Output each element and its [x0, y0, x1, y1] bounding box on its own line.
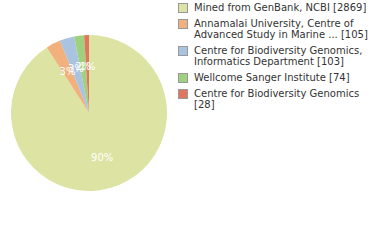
html-text:Centre for Biodiversity Genomi: Centre for Biodiversity Genomics [28]	[194, 88, 360, 110]
html-text:Centre for Biodiversity Genomi: Centre for Biodiversity Genomics, Inform…	[194, 45, 363, 67]
svg-text:90%: 90%	[91, 152, 113, 163]
svg-text:1%: 1%	[80, 61, 96, 72]
html-text:Mined from GenBank, NCBI [2869: Mined from GenBank, NCBI [2869]	[194, 2, 367, 13]
html-text:Annamalai University, Centre o: Annamalai University, Centre of Advanced…	[194, 18, 368, 40]
html-text:Wellcome Sanger Institute [74]: Wellcome Sanger Institute [74]	[194, 72, 350, 83]
